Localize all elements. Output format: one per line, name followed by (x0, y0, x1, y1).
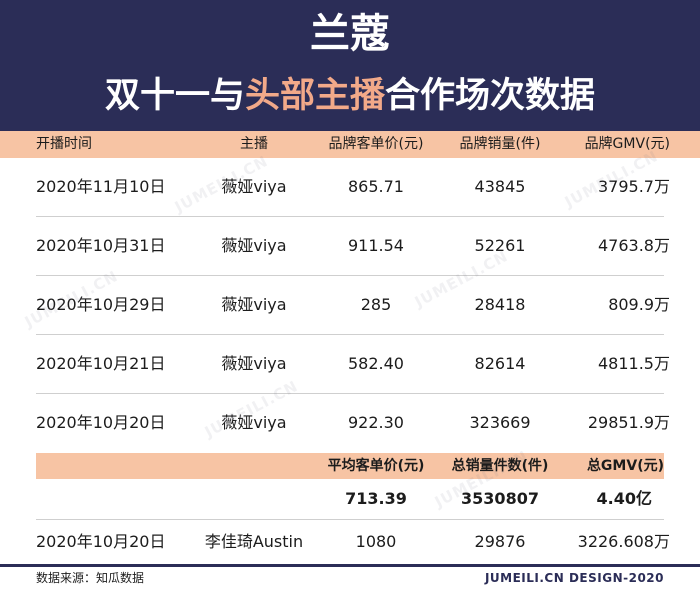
table-row: 2020年10月31日 薇娅viya 911.54 52261 4763.8万 (36, 217, 670, 276)
row-sales-volume: 43845 (474, 177, 526, 196)
table-row: 2020年10月29日 薇娅viya 285 28418 809.9万 (36, 276, 670, 335)
summary-avg-price-label: 平均客单价(元) (327, 458, 425, 474)
row-date: 2020年10月31日 (36, 236, 166, 255)
summary-total-gmv-label: 总GMV(元) (586, 458, 664, 474)
brand-title: 兰蔻 (310, 11, 390, 57)
row-sales-volume: 52261 (474, 236, 526, 255)
row-unit-price: 911.54 (348, 236, 404, 255)
footer-divider (0, 564, 700, 567)
row-anchor: 李佳琦Austin (204, 532, 304, 551)
row-gmv: 3226.608万 (577, 532, 670, 551)
row-date: 2020年11月10日 (36, 177, 166, 196)
row-sales-volume: 82614 (474, 354, 526, 373)
row-gmv: 29851.9万 (587, 413, 670, 432)
row-gmv: 3795.7万 (598, 177, 670, 196)
row-sales-volume: 323669 (469, 413, 531, 432)
row-date: 2020年10月21日 (36, 354, 166, 373)
row-sales-volume: 28418 (474, 295, 526, 314)
headline-prefix: 双十一与 (104, 76, 245, 116)
header-sales-volume: 品牌销量(件) (459, 136, 541, 152)
table-header: 开播时间 主播 品牌客单价(元) 品牌销量(件) 品牌GMV(元) (0, 131, 700, 158)
row-gmv: 4763.8万 (598, 236, 670, 255)
headline: 双十一与头部主播合作场次数据 (0, 70, 700, 122)
row-unit-price: 582.40 (348, 354, 404, 373)
row-anchor: 薇娅viya (221, 177, 287, 196)
headline-suffix: 合作场次数据 (385, 76, 596, 116)
row-date: 2020年10月20日 (36, 532, 166, 551)
summary-values: 713.39 3530807 4.40亿 (36, 479, 664, 520)
table-row: 2020年11月10日 薇娅viya 865.71 43845 3795.7万 (36, 158, 670, 217)
summary-header: 平均客单价(元) 总销量件数(件) 总GMV(元) (36, 453, 664, 479)
row-date: 2020年10月29日 (36, 295, 166, 314)
header-gmv: 品牌GMV(元) (584, 136, 670, 152)
row-gmv: 4811.5万 (598, 354, 670, 373)
header-unit-price: 品牌客单价(元) (328, 136, 424, 152)
row-gmv: 809.9万 (608, 295, 670, 314)
row-anchor: 薇娅viya (221, 236, 287, 255)
table-row: 2020年10月21日 薇娅viya 582.40 82614 4811.5万 (36, 335, 670, 394)
row-anchor: 薇娅viya (221, 295, 287, 314)
design-credit: JUMEILI.CN DESIGN-2020 (484, 571, 664, 585)
headline-accent: 头部主播 (244, 76, 385, 116)
row-unit-price: 285 (360, 295, 392, 314)
row-unit-price: 922.30 (348, 413, 404, 432)
row-unit-price: 1080 (355, 532, 397, 551)
row-date: 2020年10月20日 (36, 413, 166, 432)
row-sales-volume: 29876 (474, 532, 526, 551)
title-banner: 兰蔻 双十一与头部主播合作场次数据 (0, 0, 700, 131)
summary-total-volume: 3530807 (461, 489, 539, 508)
row-unit-price: 865.71 (348, 177, 404, 196)
row-anchor: 薇娅viya (221, 354, 287, 373)
data-source: 数据来源：知瓜数据 (36, 571, 145, 585)
table-row: 2020年10月20日 薇娅viya 922.30 323669 29851.9… (36, 394, 670, 452)
summary-total-gmv: 4.40亿 (596, 489, 652, 508)
header-anchor: 主播 (240, 136, 268, 152)
table-row: 2020年10月20日 李佳琦Austin 1080 29876 3226.60… (36, 520, 670, 564)
summary-avg-price: 713.39 (345, 489, 407, 508)
summary-total-volume-label: 总销量件数(件) (451, 458, 549, 474)
header-date: 开播时间 (36, 136, 92, 152)
row-anchor: 薇娅viya (221, 413, 287, 432)
